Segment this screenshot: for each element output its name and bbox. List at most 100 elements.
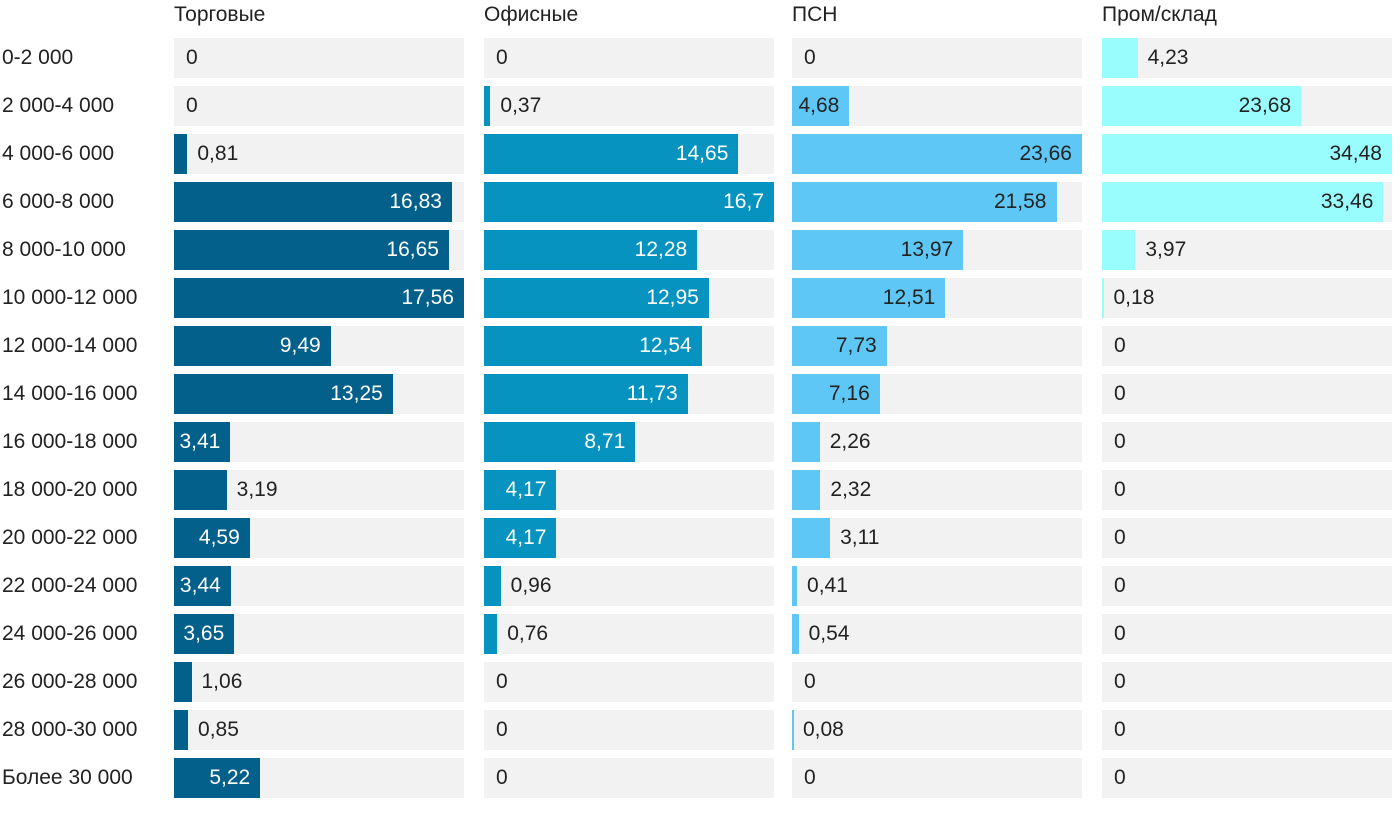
value-label: 12,51 [882,286,936,309]
bar-background [792,662,1082,702]
bar [174,710,189,750]
bar [174,422,231,462]
value-label: 12,28 [634,238,688,261]
bar-background [792,710,1082,750]
value-label: 34,48 [1329,142,1382,165]
bar-background [1102,614,1392,654]
value-label: 23,66 [1019,142,1072,165]
bar-background [1102,758,1392,798]
bar-background [1102,326,1392,366]
bar [484,374,688,414]
bar-background [484,614,774,654]
bar-background [484,710,774,750]
bar [484,470,557,510]
value-label: 0 [1114,478,1126,501]
category-label: 4 000-6 000 [2,142,115,165]
value-label: 0 [804,46,816,69]
bar [792,230,964,270]
value-label: 7,16 [828,382,870,405]
bar-background [484,662,774,702]
value-label: 0 [1114,670,1126,693]
bar [174,374,393,414]
bar [792,470,821,510]
bar [792,182,1057,222]
value-label: 12,95 [646,286,699,309]
panel-title: Офисные [484,3,579,26]
value-label: 0,81 [197,142,239,165]
bar-background [1102,38,1392,78]
value-label: 4,17 [505,478,547,501]
bar-background [792,518,1082,558]
value-label: 0 [1114,622,1126,645]
bar [484,86,491,126]
bar [174,182,452,222]
value-label: 3,44 [179,574,221,597]
value-label: 3,41 [179,430,221,453]
value-label: 0 [496,718,508,741]
bar-background [1102,662,1392,702]
bar-background [174,710,464,750]
bar-background [792,758,1082,798]
bar [792,326,887,366]
bar-background [1102,374,1392,414]
value-label: 4,17 [505,526,547,549]
panel-title: ПСН [792,3,838,26]
value-label: 4,59 [198,526,240,549]
bar-background [1102,566,1392,606]
bar-background [1102,422,1392,462]
bar-background [1102,710,1392,750]
bar-background [1102,518,1392,558]
bar-background [174,86,464,126]
bar [484,566,501,606]
value-label: 0 [186,46,198,69]
value-label: 16,83 [389,190,442,213]
value-label: 0 [1114,766,1126,789]
bar [484,134,739,174]
value-label: 3,19 [236,478,278,501]
category-label: 12 000-14 000 [2,334,138,357]
bar [174,134,188,174]
bar [1102,86,1302,126]
panel-title: Пром/склад [1102,3,1217,26]
category-label: 20 000-22 000 [2,526,138,549]
bar-background [484,38,774,78]
value-label: 0,85 [198,718,239,741]
bar [1102,38,1138,78]
panel-title: Торговые [174,3,266,26]
bar [484,326,702,366]
value-label: 14,65 [675,142,729,165]
bar [1102,278,1104,318]
bar [792,86,850,126]
value-label: 11,73 [626,382,678,405]
value-label: 0 [186,94,198,117]
bar [174,326,331,366]
bar [174,758,261,798]
bar [174,470,227,510]
category-label: 14 000-16 000 [2,382,138,405]
bar [792,710,794,750]
bar [792,422,820,462]
value-label: 33,46 [1320,190,1374,213]
value-label: 7,73 [835,334,877,357]
category-label: 10 000-12 000 [2,286,138,309]
bar [792,614,799,654]
value-label: 12,54 [639,334,692,357]
bar [792,518,831,558]
bar-background [792,422,1082,462]
value-label: 13,97 [900,238,954,261]
value-label: 0,08 [802,718,844,741]
value-label: 0 [804,670,816,693]
value-label: 4,68 [798,94,840,117]
category-label: 16 000-18 000 [2,430,138,453]
bar [1102,230,1136,270]
bar-background [174,662,464,702]
bar [484,230,698,270]
bar [1102,182,1384,222]
value-label: 0 [1114,718,1126,741]
value-label: 0 [1114,334,1126,357]
bar [484,518,557,558]
value-label: 9,49 [279,334,321,357]
value-label: 16,7 [723,190,764,213]
bar [1102,134,1392,174]
value-label: 0 [804,766,816,789]
